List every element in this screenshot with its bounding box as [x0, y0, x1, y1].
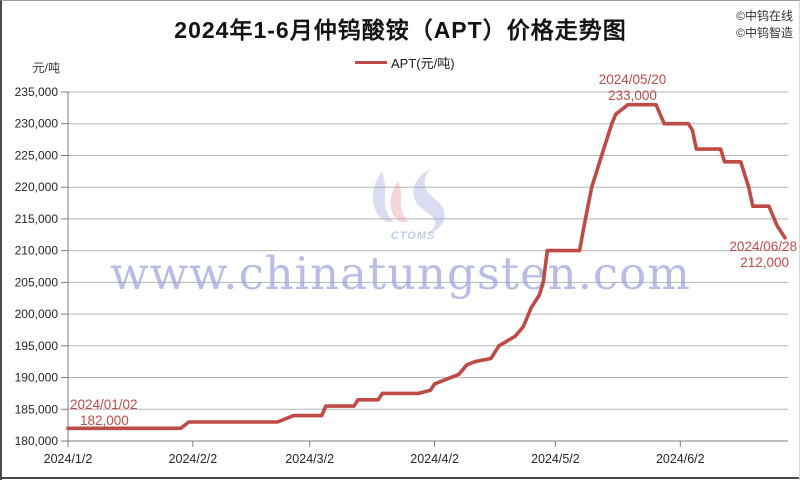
- y-tick-label: 205,000: [15, 275, 59, 289]
- logo-flame-center-icon: [390, 181, 408, 223]
- bottom-border-rule: [2, 477, 799, 479]
- credit-line-2: ©中钨智造: [736, 26, 793, 40]
- legend-label: APT(元/吨): [391, 55, 455, 71]
- logo-flame-left-icon: [372, 171, 394, 223]
- annotation-peak-value: 233,000: [608, 88, 657, 103]
- y-tick-label: 215,000: [15, 212, 59, 226]
- credit-line-1: ©中钨在线: [736, 9, 793, 23]
- x-tick-label: 2024/4/2: [410, 452, 459, 466]
- y-tick-label: 230,000: [15, 117, 59, 131]
- y-tick-label: 185,000: [15, 402, 59, 416]
- annotation-start-date: 2024/01/02: [70, 397, 138, 412]
- y-tick-label: 225,000: [15, 149, 59, 163]
- x-tick-label: 2024/3/2: [285, 452, 334, 466]
- x-tick-label: 2024/2/2: [169, 452, 218, 466]
- y-tick-label: 190,000: [15, 371, 59, 385]
- annotation-peak-date: 2024/05/20: [598, 72, 667, 87]
- logo-flame-right-icon: [413, 169, 445, 234]
- x-tick-label: 2024/6/2: [656, 452, 705, 466]
- annotation-start: 2024/01/02 182,000: [70, 397, 180, 429]
- y-tick-label: 195,000: [15, 339, 59, 353]
- x-tick-label: 2024/5/2: [531, 452, 580, 466]
- y-tick-label: 235,000: [15, 85, 59, 99]
- x-tick-label: 2024/1/2: [44, 452, 93, 466]
- y-tick-label: 210,000: [15, 244, 59, 258]
- y-axis-unit-label: 元/吨: [32, 61, 60, 75]
- legend-line-swatch: [355, 60, 387, 64]
- page-title: 2024年1-6月仲钨酸铵（APT）价格走势图: [174, 17, 627, 43]
- annotation-start-value: 182,000: [80, 413, 129, 428]
- site-watermark: www.chinatungsten.com: [110, 247, 691, 300]
- apt-price-line: [66, 102, 787, 431]
- y-tick-label: 220,000: [15, 180, 59, 194]
- legend: APT(元/吨): [355, 53, 455, 71]
- y-tick-label: 200,000: [15, 307, 59, 321]
- ctoms-logo-watermark: CTOMS: [372, 169, 445, 242]
- credits-block: ©中钨在线 ©中钨智造: [736, 8, 793, 42]
- annotation-end-date: 2024/06/28: [729, 239, 797, 254]
- annotation-end: 2024/06/28 212,000: [685, 239, 797, 271]
- annotation-peak: 2024/05/20 233,000: [580, 72, 685, 104]
- y-tick-label: 180,000: [15, 434, 59, 448]
- logo-text: CTOMS: [391, 230, 436, 242]
- annotation-end-value: 212,000: [740, 255, 789, 270]
